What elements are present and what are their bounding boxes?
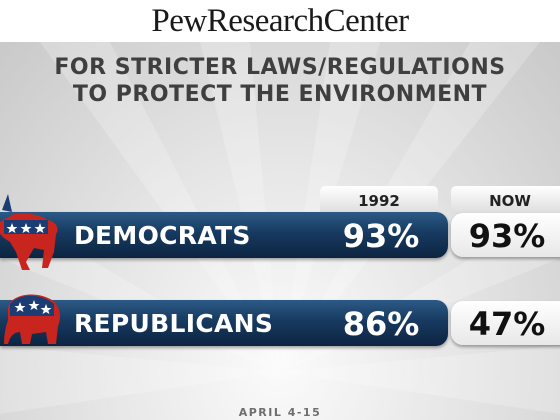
democrats-1992-value: 93% — [342, 217, 420, 255]
column-header-now: NOW — [451, 186, 560, 214]
title-line-1: FOR STRICTER LAWS/REGULATIONS — [54, 55, 506, 80]
donkey-icon — [0, 194, 58, 270]
republicans-1992-value: 86% — [342, 305, 420, 343]
republicans-row-bar: REPUBLICANS 86% — [0, 300, 448, 346]
brand-logo: PewResearchCenter — [151, 3, 409, 39]
elephant-icon — [4, 294, 60, 344]
republicans-now-value: 47% — [468, 305, 546, 343]
chart-stage: FOR STRICTER LAWS/REGULATIONS TO PROTECT… — [0, 42, 560, 420]
democrats-now-value: 93% — [468, 217, 546, 255]
date-footer: APRIL 4-15 — [238, 406, 322, 419]
republicans-now-box: 47% — [451, 301, 560, 345]
header: PewResearchCenter — [0, 0, 560, 42]
title-line-2: TO PROTECT THE ENVIRONMENT — [72, 82, 488, 107]
democrats-row-bar: DEMOCRATS 93% — [0, 212, 448, 258]
chart-title: FOR STRICTER LAWS/REGULATIONS TO PROTECT… — [0, 54, 560, 108]
column-header-1992: 1992 — [320, 186, 438, 214]
republicans-label: REPUBLICANS — [74, 309, 274, 338]
democrats-label: DEMOCRATS — [74, 221, 251, 250]
democrats-now-box: 93% — [451, 213, 560, 257]
